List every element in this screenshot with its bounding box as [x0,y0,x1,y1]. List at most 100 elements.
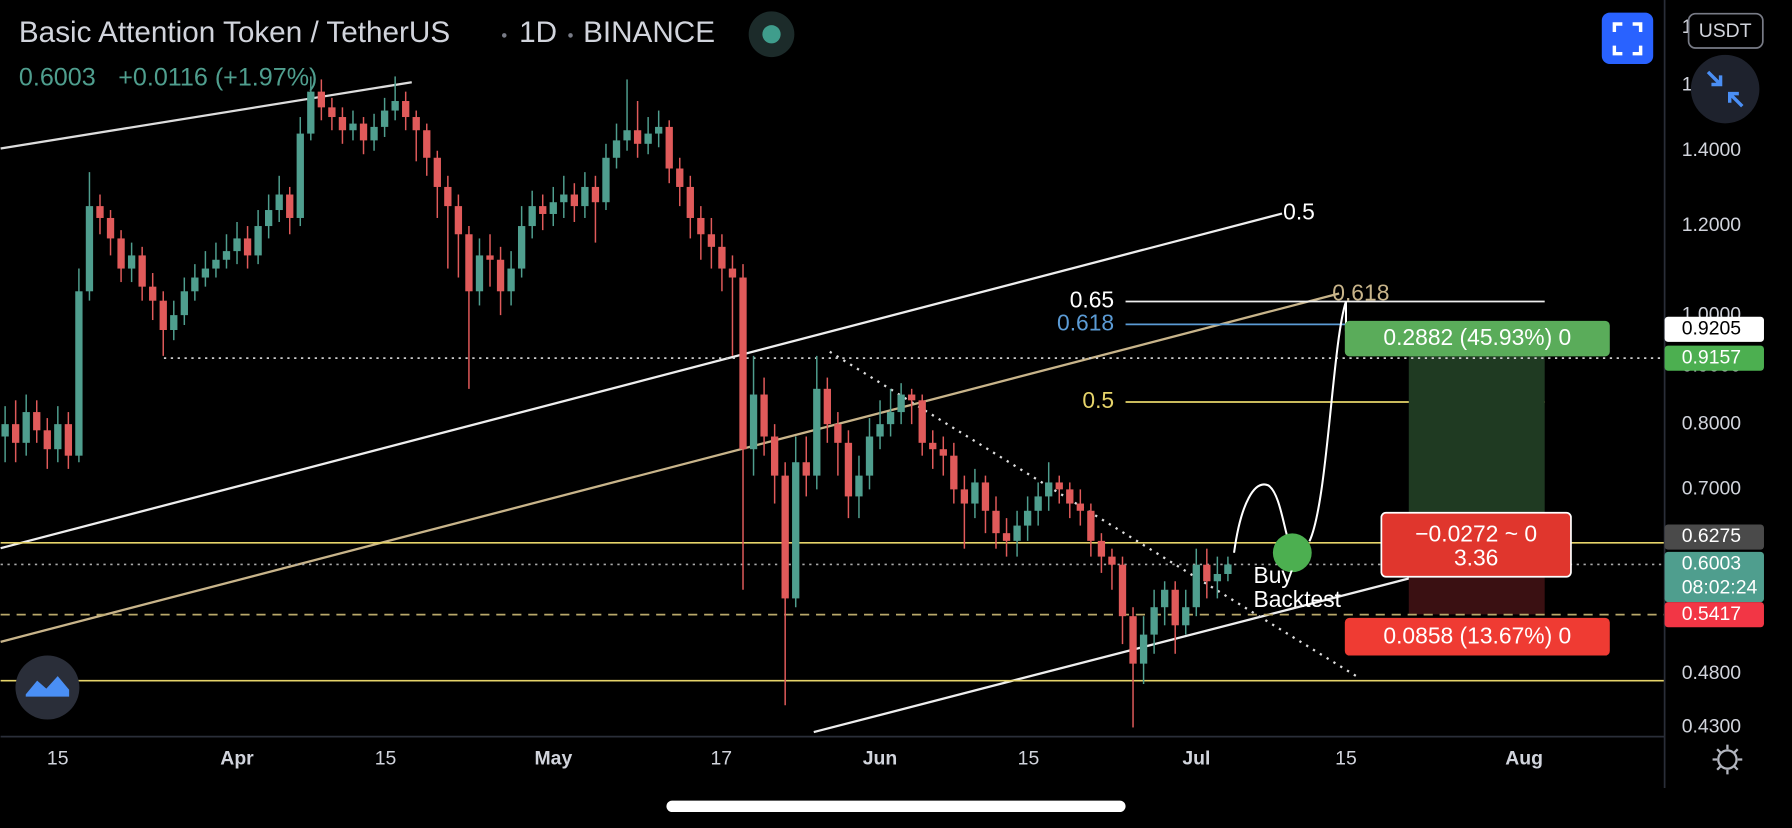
candle-body [33,412,41,431]
candle-body [728,268,737,278]
controls: USDT [15,12,1764,813]
channel-label: 0.5 [1283,199,1315,225]
candle-body [338,117,347,131]
candle-body [1034,496,1042,511]
y-tick-label: 1.2000 [1682,214,1742,236]
candle-body [1087,510,1095,541]
candle-body [865,436,874,476]
candle-body [749,394,758,450]
candle-body [707,234,716,247]
candle-body [1108,556,1116,565]
exchange: BINANCE [583,16,715,49]
candle-body [792,462,800,599]
candle-body [591,186,600,203]
fib-label: 0.65 [1070,287,1114,313]
price-badge-label: 0.9157 [1682,346,1741,368]
candle-body [191,277,199,292]
candle-body [286,194,294,218]
price-badge-label: 0.9205 [1682,317,1741,339]
separator [501,33,507,38]
candle-body [85,206,94,292]
candle-body [1023,510,1032,526]
ratio-label: 3.36 [1454,545,1498,571]
candle-body [918,400,926,443]
collapse-button[interactable] [1690,54,1760,124]
x-tick-label: Aug [1505,748,1543,770]
candle-body [1192,564,1200,608]
fib-label: 0.618 [1057,309,1114,335]
candle-body [1139,634,1148,664]
candle-body [528,206,536,227]
candle-body [212,259,220,269]
candle-body [539,206,547,214]
candle-body [960,489,969,504]
candle-body [802,462,810,476]
fullscreen-button[interactable] [1601,12,1654,64]
candle-body [770,436,779,476]
note-text: Backtest [1253,586,1341,612]
y-tick-label: 0.7000 [1682,478,1742,500]
candle-body [149,286,157,301]
target-box [1344,320,1610,357]
price-change: +0.0116 (+1.97%) [118,63,317,91]
candle-body [581,186,589,207]
candle-body [992,510,1000,534]
currency-box[interactable] [1687,12,1764,49]
candle-body [760,394,768,437]
candle-body [1171,589,1179,626]
candle-body [1066,489,1074,504]
candle-body [781,475,789,599]
x-tick-label: 17 [710,748,732,770]
candle-body [612,140,621,158]
x-tick-label: 15 [375,748,397,770]
entry-point [1272,533,1312,573]
candle-body [697,217,705,235]
candle-body [676,168,684,187]
candle-body [1097,540,1106,557]
x-tick-label: 15 [1018,748,1040,770]
candle-body [159,300,167,331]
y-tick-label: 0.4300 [1682,716,1742,738]
candle-body [54,424,62,450]
candle-body [96,206,104,218]
price-badge-label: 0.6003 [1682,553,1741,575]
candle-body [454,206,463,235]
candle-body [22,412,30,443]
currency: USDT [1699,20,1752,42]
candle-body [444,186,452,207]
price-badge-label: 0.6275 [1682,525,1741,547]
candle-body [117,238,125,269]
candles [1,76,1232,728]
candle-body [855,475,863,497]
x-tick-label: Jun [863,748,898,770]
candle-body [433,157,441,187]
logo-icon [25,676,70,697]
candle-body [12,424,20,443]
x-tick-label: Apr [220,748,254,770]
interval: 1D [519,16,557,49]
symbol: Basic Attention Token / TetherUS [19,16,450,49]
candle-body [1182,607,1190,626]
candle-body [549,202,557,214]
candle-body [897,394,905,413]
candle-body [254,226,262,256]
market-status-dot [762,25,781,44]
candle-body [64,424,73,456]
projection-path [1308,301,1348,542]
candle-body [1161,589,1169,608]
candle-body [328,107,336,118]
settings-icon[interactable] [1717,749,1738,770]
candle-body [307,91,315,134]
settings-icon-rays [1712,744,1743,775]
candle-body [876,424,884,437]
candle-body [718,246,726,269]
candle-body [380,110,389,127]
candle-body [486,255,494,260]
candle-body [1203,564,1211,582]
candle-body [633,130,642,144]
y-tick-label: 0.8000 [1682,412,1742,434]
candle-body [929,442,937,450]
candle-body [939,449,947,456]
